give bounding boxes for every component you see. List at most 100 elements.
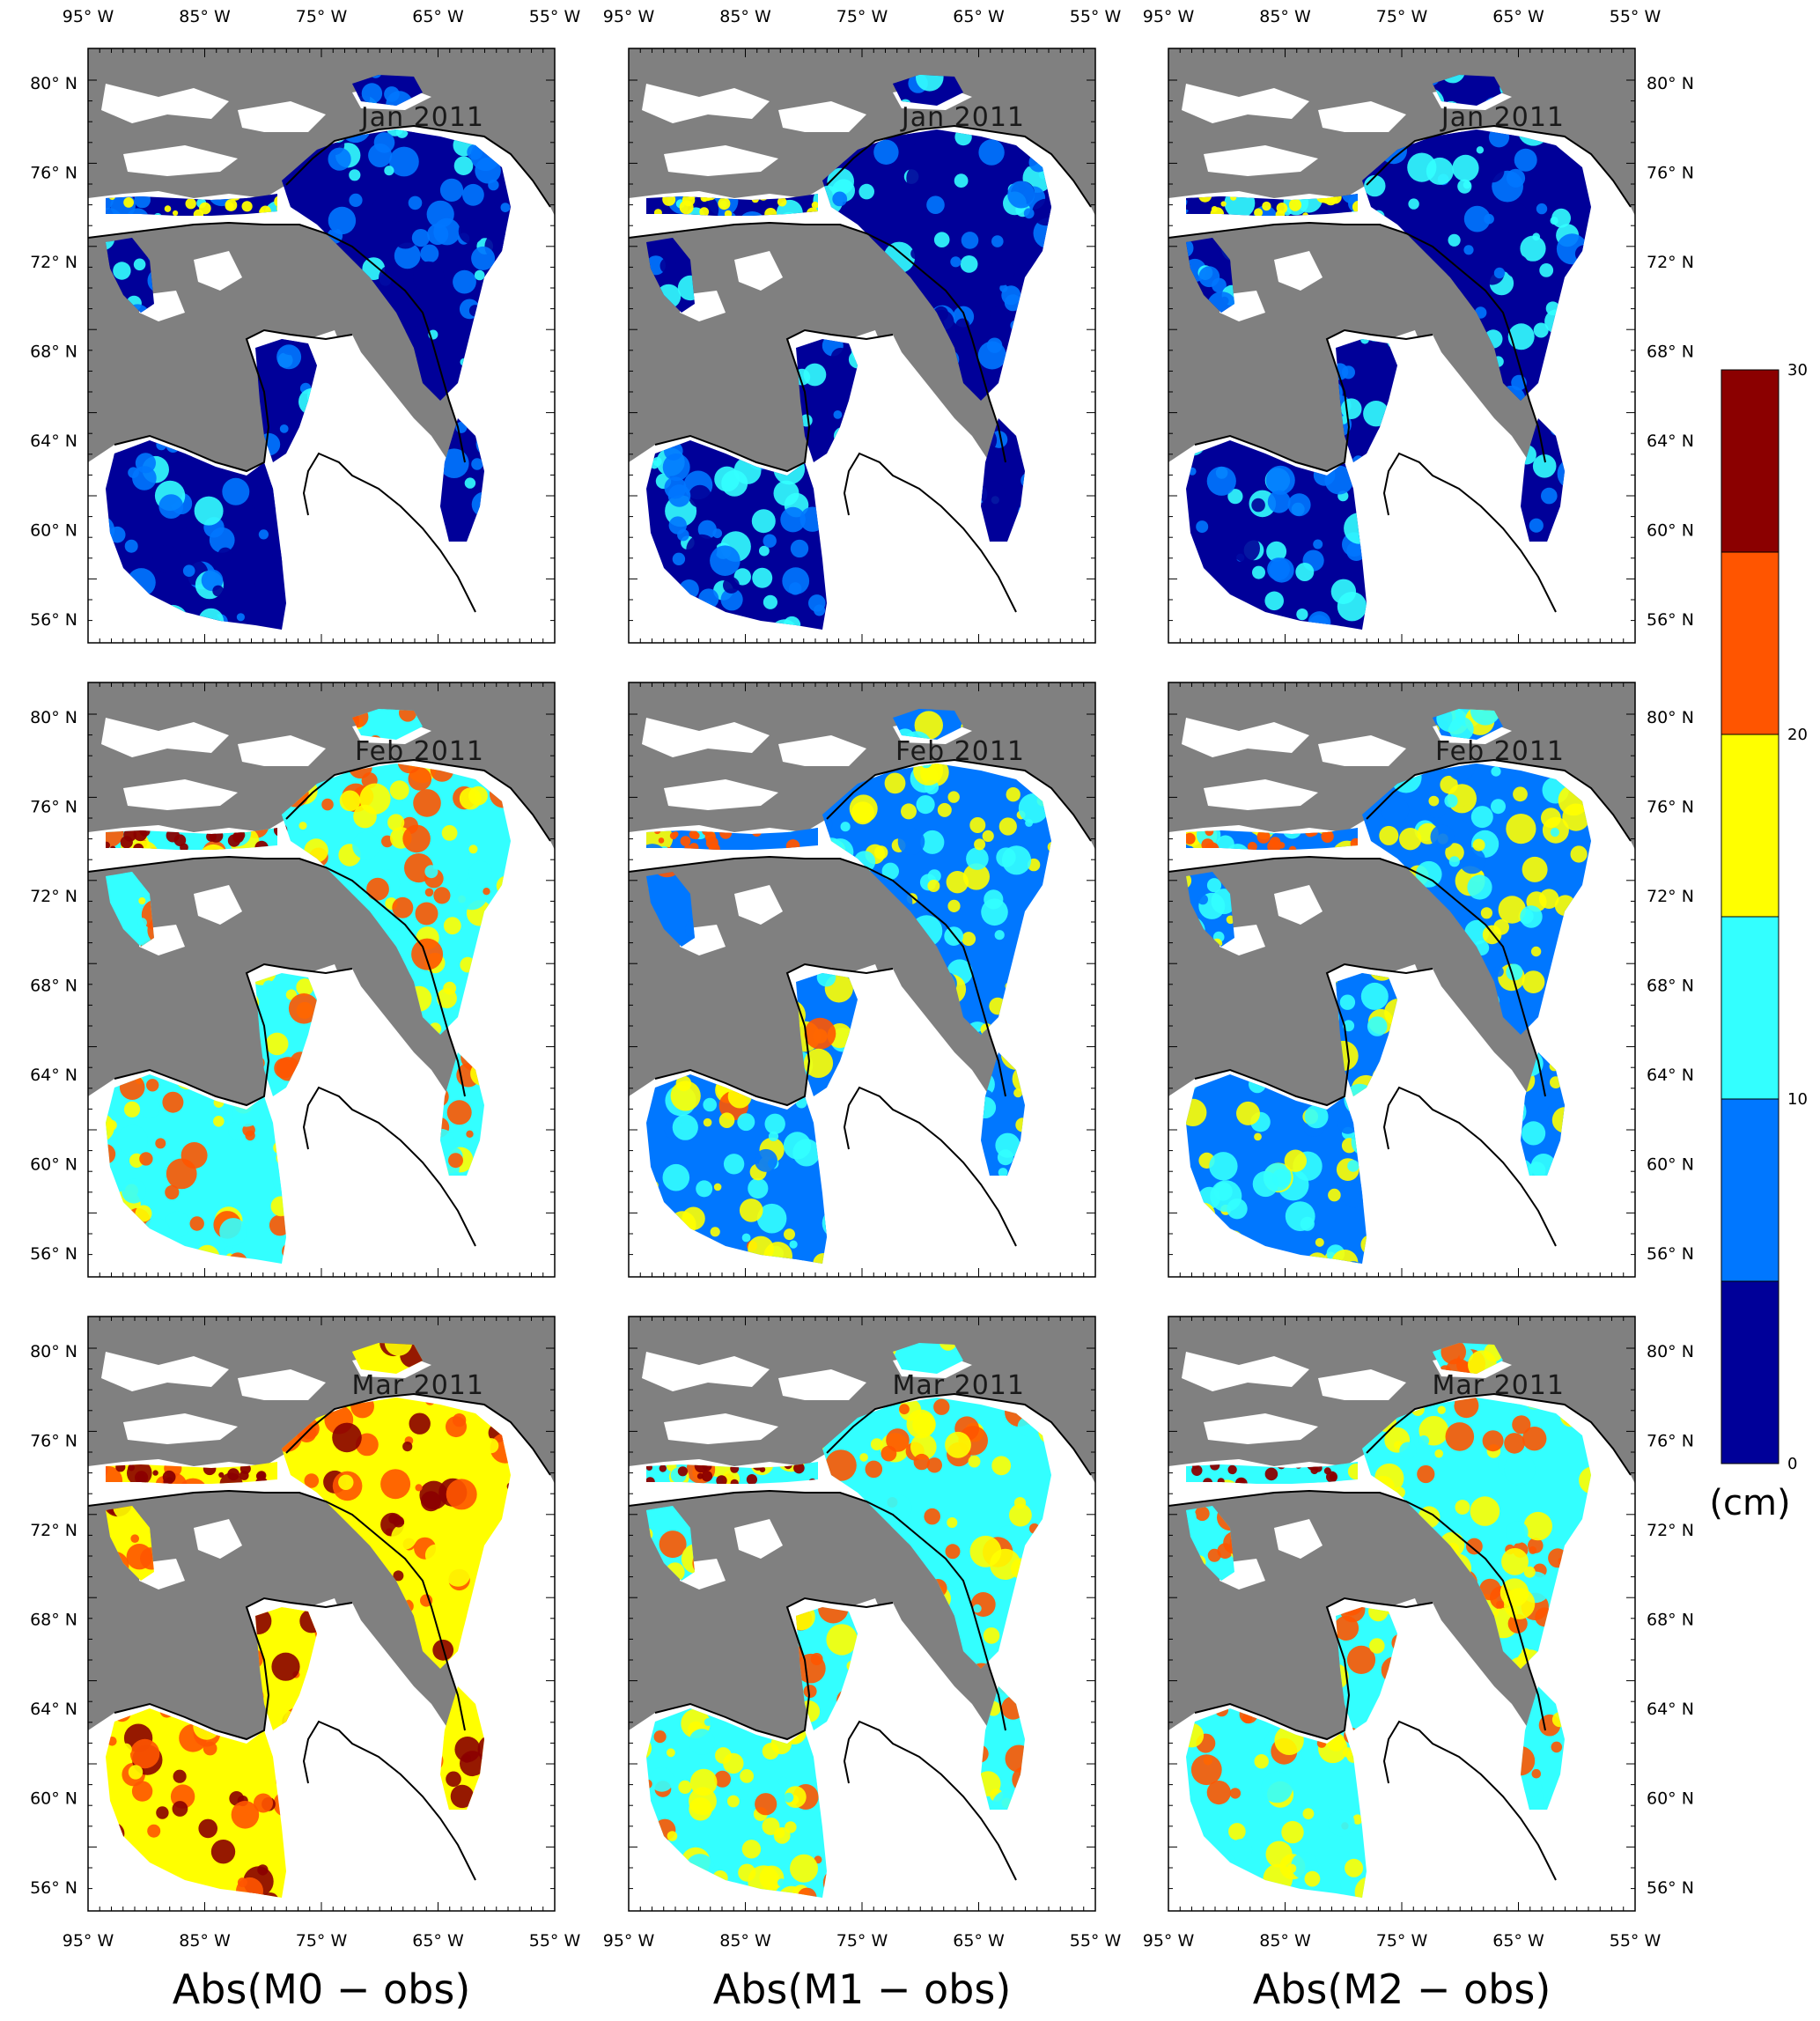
column-title: Abs(M0 − obs) <box>173 1966 471 2013</box>
lat-tick-label: 68° N <box>1647 1611 1694 1630</box>
lat-tick-label: 76° N <box>30 1432 77 1451</box>
map-panel-0-1: Jan 2011 <box>628 48 1096 644</box>
lat-tick-label: 76° N <box>30 164 77 183</box>
colorbar-segment <box>1721 369 1779 553</box>
lat-tick-label: 60° N <box>30 521 77 541</box>
lat-tick-label: 72° N <box>30 1521 77 1540</box>
lat-tick-label: 64° N <box>1647 1700 1694 1719</box>
lon-tick-label: 75° W <box>1376 1931 1428 1951</box>
lat-tick-label: 68° N <box>30 977 77 996</box>
lat-tick-label: 64° N <box>30 431 77 451</box>
lat-tick-label: 76° N <box>1647 1432 1694 1451</box>
map-panel-2-0: Mar 2011 <box>87 1316 556 1912</box>
lon-tick-label: 85° W <box>719 7 771 26</box>
lon-tick-label: 55° W <box>1610 7 1662 26</box>
lat-tick-label: 56° N <box>30 1878 77 1898</box>
map-panel-1-2: Feb 2011 <box>1168 682 1636 1278</box>
lat-tick-label: 56° N <box>1647 610 1694 630</box>
lat-tick-label: 80° N <box>30 74 77 93</box>
lon-tick-label: 65° W <box>953 7 1005 26</box>
lon-tick-label: 75° W <box>1376 7 1428 26</box>
month-label: Jan 2011 <box>1440 102 1565 133</box>
colorbar-unit: (cm) <box>1709 1483 1790 1523</box>
colorbar-segment <box>1721 551 1779 735</box>
lat-tick-label: 80° N <box>1647 708 1694 727</box>
lat-tick-label: 60° N <box>1647 1789 1694 1809</box>
lon-tick-label: 85° W <box>1259 1931 1311 1951</box>
lat-tick-label: 60° N <box>30 1789 77 1809</box>
map-panel-1-1: Feb 2011 <box>628 682 1096 1278</box>
lon-tick-label: 55° W <box>529 1931 581 1951</box>
lat-tick-label: 72° N <box>1647 253 1694 272</box>
map-panel-0-0: Jan 2011 <box>87 48 556 644</box>
lon-tick-label: 75° W <box>296 7 348 26</box>
lat-tick-label: 68° N <box>1647 977 1694 996</box>
lat-tick-label: 80° N <box>1647 74 1694 93</box>
lat-tick-label: 56° N <box>1647 1878 1694 1898</box>
lon-tick-label: 85° W <box>179 1931 231 1951</box>
column-title: Abs(M1 − obs) <box>713 1966 1012 2013</box>
lon-tick-label: 55° W <box>1070 7 1122 26</box>
column-title: Abs(M2 − obs) <box>1253 1966 1551 2013</box>
lat-tick-label: 68° N <box>30 343 77 362</box>
colorbar-tick: 30 <box>1787 361 1808 380</box>
lat-tick-label: 64° N <box>1647 431 1694 451</box>
colorbar-segment <box>1721 1280 1779 1464</box>
lon-tick-label: 85° W <box>179 7 231 26</box>
lon-tick-label: 85° W <box>719 1931 771 1951</box>
map-panel-0-2: Jan 2011 <box>1168 48 1636 644</box>
lon-tick-label: 55° W <box>1610 1931 1662 1951</box>
lat-tick-label: 56° N <box>30 610 77 630</box>
lat-tick-label: 80° N <box>30 1342 77 1361</box>
sea-ice-region <box>822 763 1051 1035</box>
month-label: Jan 2011 <box>359 102 484 133</box>
lon-tick-label: 95° W <box>63 7 114 26</box>
lon-tick-label: 95° W <box>1143 7 1195 26</box>
month-label: Mar 2011 <box>893 1370 1026 1401</box>
lon-tick-label: 95° W <box>1143 1931 1195 1951</box>
colorbar-segment <box>1721 916 1779 1100</box>
map-panel-2-1: Mar 2011 <box>628 1316 1096 1912</box>
lat-tick-label: 68° N <box>1647 343 1694 362</box>
lat-tick-label: 72° N <box>1647 1521 1694 1540</box>
lat-tick-label: 72° N <box>30 253 77 272</box>
colorbar: 30 20 10 0 (cm) <box>1709 361 1807 1523</box>
sea-ice-region <box>255 339 317 462</box>
lat-tick-label: 68° N <box>30 1611 77 1630</box>
lat-tick-label: 64° N <box>30 1066 77 1085</box>
lat-tick-label: 76° N <box>30 798 77 817</box>
lat-tick-label: 76° N <box>1647 798 1694 817</box>
lat-tick-label: 64° N <box>1647 1066 1694 1085</box>
month-label: Mar 2011 <box>352 1370 485 1401</box>
lat-tick-label: 80° N <box>1647 1342 1694 1361</box>
lon-tick-label: 65° W <box>1492 1931 1544 1951</box>
month-label: Mar 2011 <box>1433 1370 1566 1401</box>
map-panel-1-0: Feb 2011 <box>87 682 556 1278</box>
sea-ice-region <box>822 129 1051 401</box>
sea-ice-region <box>646 872 695 947</box>
month-label: Feb 2011 <box>355 736 484 767</box>
colorbar-tick: 20 <box>1787 726 1808 744</box>
lon-tick-label: 75° W <box>836 7 888 26</box>
lon-tick-label: 65° W <box>953 1931 1005 1951</box>
colorbar-segment <box>1721 734 1779 918</box>
colorbar-tick: 10 <box>1787 1090 1808 1109</box>
colorbar-tick: 0 <box>1787 1455 1797 1473</box>
lat-tick-label: 56° N <box>1647 1244 1694 1264</box>
sea-ice-region <box>893 1343 963 1374</box>
month-label: Feb 2011 <box>895 736 1025 767</box>
lat-tick-label: 56° N <box>30 1244 77 1264</box>
lon-tick-label: 95° W <box>603 7 655 26</box>
map-panel-2-2: Mar 2011 <box>1168 1316 1636 1912</box>
lat-tick-label: 60° N <box>1647 521 1694 541</box>
month-label: Jan 2011 <box>900 102 1025 133</box>
lon-tick-label: 95° W <box>603 1931 655 1951</box>
lon-tick-label: 85° W <box>1259 7 1311 26</box>
lon-tick-label: 65° W <box>412 7 464 26</box>
lon-tick-label: 55° W <box>529 7 581 26</box>
lat-tick-label: 60° N <box>30 1155 77 1175</box>
lat-tick-label: 64° N <box>30 1700 77 1719</box>
sea-ice-region <box>106 872 154 947</box>
lon-tick-label: 65° W <box>412 1931 464 1951</box>
